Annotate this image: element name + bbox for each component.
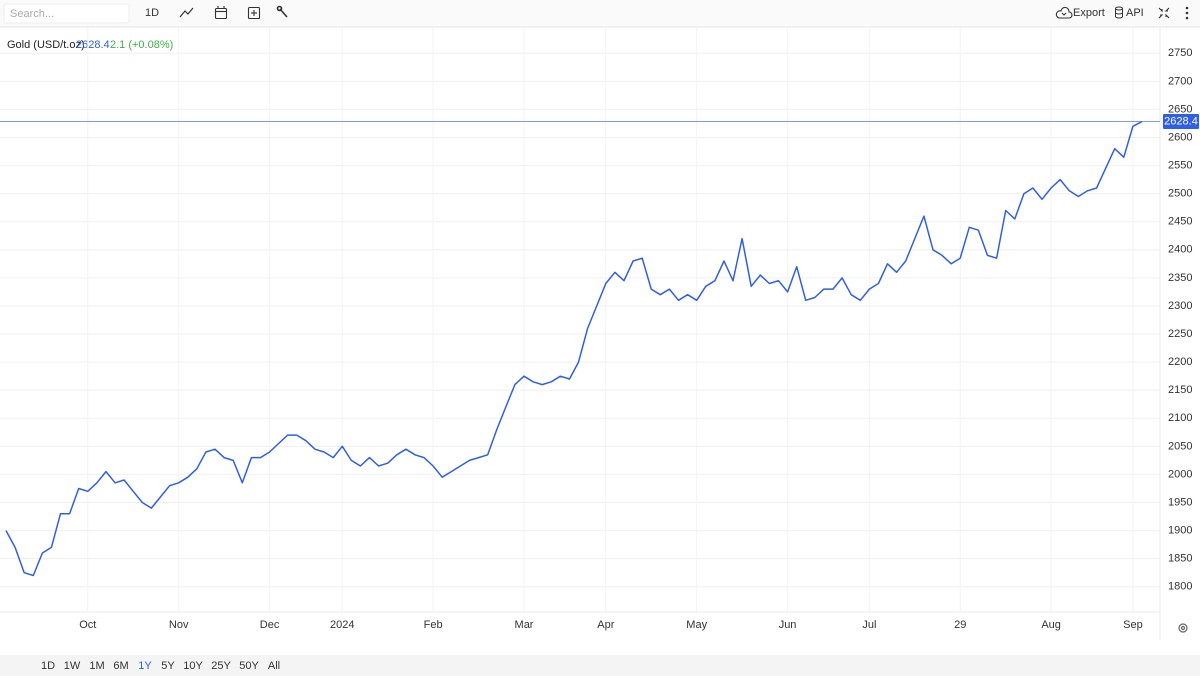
calendar-icon[interactable] bbox=[214, 6, 228, 20]
y-tick-label: 2700 bbox=[1168, 75, 1192, 87]
y-tick-label: 2750 bbox=[1168, 47, 1192, 59]
x-tick-label: Dec bbox=[260, 619, 280, 631]
fullscreen-icon[interactable] bbox=[1158, 7, 1170, 19]
x-tick-label: Mar bbox=[515, 619, 534, 631]
x-tick-label: May bbox=[686, 619, 707, 631]
x-tick-label: Oct bbox=[79, 619, 96, 631]
y-tick-label: 2150 bbox=[1168, 384, 1192, 396]
y-tick-label: 2500 bbox=[1168, 188, 1192, 200]
y-tick-label: 2400 bbox=[1168, 244, 1192, 256]
y-tick-label: 2550 bbox=[1168, 159, 1192, 171]
chart-type-icon[interactable] bbox=[179, 7, 194, 18]
price-line bbox=[5, 120, 1143, 577]
export-button[interactable]: Export bbox=[1073, 7, 1105, 19]
range-button[interactable]: 25Y bbox=[211, 660, 231, 672]
range-button[interactable]: All bbox=[268, 660, 280, 672]
range-bar bbox=[0, 655, 1200, 676]
x-tick-label: Aug bbox=[1041, 619, 1061, 631]
y-tick-label: 2350 bbox=[1168, 272, 1192, 284]
last-price: 2628.4 bbox=[76, 39, 110, 51]
search-box[interactable] bbox=[3, 3, 130, 24]
y-tick-label: 1900 bbox=[1168, 524, 1192, 536]
axis-settings-icon[interactable] bbox=[1178, 623, 1188, 633]
interval-button[interactable]: 1D bbox=[145, 7, 159, 19]
x-tick-label: Apr bbox=[597, 619, 614, 631]
y-tick-label: 2050 bbox=[1168, 440, 1192, 452]
range-button[interactable]: 1W bbox=[64, 660, 81, 672]
grid bbox=[0, 28, 1160, 612]
api-button[interactable]: API bbox=[1126, 7, 1144, 19]
range-button[interactable]: 1D bbox=[41, 660, 55, 672]
y-tick-label: 1850 bbox=[1168, 553, 1192, 565]
range-button[interactable]: 1Y bbox=[138, 660, 152, 672]
range-button[interactable]: 10Y bbox=[183, 660, 203, 672]
api-icon[interactable] bbox=[1115, 6, 1123, 19]
y-tick-label: 1800 bbox=[1168, 581, 1192, 593]
x-tick-label: Jul bbox=[862, 619, 876, 631]
last-price-tag-label: 2628.4 bbox=[1164, 115, 1198, 127]
y-tick-label: 2600 bbox=[1168, 131, 1192, 143]
compare-icon[interactable] bbox=[247, 6, 261, 20]
y-tick-label: 2300 bbox=[1168, 300, 1192, 312]
y-tick-label: 2000 bbox=[1168, 468, 1192, 480]
range-button[interactable]: 1M bbox=[89, 660, 104, 672]
export-icon[interactable] bbox=[1055, 6, 1073, 19]
menu-icon[interactable] bbox=[1185, 6, 1189, 20]
last-price-tag bbox=[1163, 114, 1199, 130]
y-tick-label: 2650 bbox=[1168, 103, 1192, 115]
range-button[interactable]: 50Y bbox=[239, 660, 259, 672]
y-tick-label: 2200 bbox=[1168, 356, 1192, 368]
toolbar bbox=[0, 0, 1200, 27]
x-tick-label: Sep bbox=[1123, 619, 1143, 631]
settings-wrench-icon[interactable] bbox=[276, 5, 288, 18]
x-tick-label: Jun bbox=[779, 619, 797, 631]
x-tick-label: Feb bbox=[424, 619, 443, 631]
y-tick-label: 2100 bbox=[1168, 412, 1192, 424]
x-tick-label: 2024 bbox=[330, 619, 354, 631]
x-tick-label: Nov bbox=[169, 619, 189, 631]
y-tick-label: 2450 bbox=[1168, 216, 1192, 228]
y-tick-label: 2250 bbox=[1168, 328, 1192, 340]
x-tick-label: 29 bbox=[954, 619, 966, 631]
range-button[interactable]: 6M bbox=[113, 660, 128, 672]
search-placeholder: Search... bbox=[10, 8, 54, 20]
price-change: 2.1 (+0.08%) bbox=[110, 39, 173, 51]
y-tick-label: 1950 bbox=[1168, 496, 1192, 508]
range-button[interactable]: 5Y bbox=[161, 660, 175, 672]
chart-title: Gold (USD/t.oz) bbox=[7, 39, 85, 51]
